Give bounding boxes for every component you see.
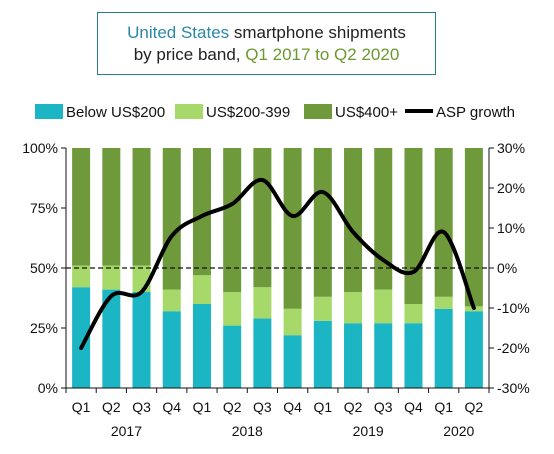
bar-high-11 [404,148,423,304]
bar-high-5 [223,148,242,292]
bar-below200-6 [253,318,272,388]
bar-high-0 [72,148,91,266]
x-quarter-label-0: Q1 [72,399,91,415]
right-tick-label-1: -20% [497,340,530,356]
bar-high-13 [464,148,483,307]
title-line1-rest: smartphone shipments [229,22,406,42]
bar-mid-0 [72,265,91,288]
x-year-label-2: 2019 [353,423,384,439]
legend-label-high: US$400+ [335,104,398,121]
bar-high-8 [313,148,332,297]
bar-below200-12 [434,308,453,388]
bar-below200-7 [283,335,302,388]
x-quarter-label-4: Q1 [193,399,212,415]
x-quarter-label-10: Q3 [374,399,393,415]
title-period: Q1 2017 to Q2 2020 [245,44,400,64]
bar-below200-4 [192,304,211,388]
axes-group: 0% 25% 50% 75% 100% -30% -20% -10% 0% 10% 20% 30% [22,140,530,396]
x-quarter-label-7: Q4 [283,399,302,415]
bar-mid-8 [313,296,332,321]
bar-mid-5 [223,292,242,326]
chart-title-line-1: United States smartphone shipments [127,22,406,44]
right-tick-label-4: 10% [497,220,525,236]
legend-swatch-below200 [35,104,63,119]
x-axis-labels: Q1 Q2 Q3 Q4 Q1 Q2 Q3 Q4 Q1 Q2 Q3 Q4 Q1 Q2 2017 2018 2019… [72,399,484,439]
bar-high-3 [162,148,181,290]
right-tick-label-2: -10% [497,300,530,316]
bar-mid-6 [253,287,272,319]
right-tick-label-3: 0% [497,260,517,276]
bar-below200-3 [162,311,181,388]
x-year-label-3: 2020 [443,423,474,439]
bar-mid-11 [404,304,423,324]
bar-high-9 [344,148,363,292]
chart-legend: Below US$200 US$200-399 US$400+ ASP grow… [35,104,515,121]
x-quarter-label-2: Q3 [132,399,151,415]
legend-label-asp: ASP growth [436,104,515,121]
bar-below200-5 [223,325,242,388]
x-quarter-label-9: Q2 [344,399,363,415]
x-year-label-0: 2017 [111,423,142,439]
legend-label-mid: US$200-399 [206,104,290,121]
bar-series-group [72,148,483,388]
x-quarter-label-5: Q2 [223,399,242,415]
bar-mid-10 [374,289,393,324]
x-quarter-label-11: Q4 [404,399,423,415]
bar-below200-9 [344,323,363,388]
bar-high-12 [434,148,453,297]
x-quarter-label-1: Q2 [102,399,121,415]
bar-mid-4 [192,275,211,304]
x-quarter-label-3: Q4 [162,399,181,415]
right-tick-label-5: 20% [497,180,525,196]
legend-swatch-mid [175,104,203,119]
bar-below200-0 [72,287,91,388]
bar-high-1 [102,148,121,266]
bar-high-6 [253,148,272,288]
left-tick-label-1: 25% [30,320,58,336]
bar-high-7 [283,148,302,309]
bar-below200-8 [313,320,332,388]
left-tick-label-0: 0% [38,380,58,396]
bar-below200-11 [404,323,423,388]
legend-label-below200: Below US$200 [66,104,165,121]
asp-line-group [79,177,476,350]
left-tick-label-4: 100% [22,140,58,156]
bar-below200-10 [374,323,393,388]
bar-mid-1 [102,265,121,290]
x-quarter-label-6: Q3 [253,399,272,415]
bar-mid-3 [162,289,181,312]
x-quarter-label-13: Q2 [465,399,484,415]
title-line2-prefix: by price band, [133,44,246,64]
right-tick-label-0: -30% [497,380,530,396]
left-tick-label-3: 75% [30,200,58,216]
title-country: United States [127,22,230,42]
legend-swatch-high [304,104,332,119]
x-quarter-label-12: Q1 [434,399,453,415]
chart-title-line-2: by price band, Q1 2017 to Q2 2020 [134,44,400,66]
bar-mid-12 [434,296,453,309]
bar-below200-2 [132,292,151,388]
bar-mid-7 [283,308,302,336]
right-tick-label-6: 30% [497,140,525,156]
chart-title-box: United States smartphone shipments by pr… [97,12,436,75]
x-quarter-label-8: Q1 [313,399,332,415]
bar-high-10 [374,148,393,290]
bar-mid-9 [344,292,363,324]
bar-high-4 [192,148,211,276]
x-year-label-1: 2018 [232,423,263,439]
bar-high-2 [132,148,151,266]
bar-below200-13 [464,311,483,388]
bar-below200-1 [102,289,121,388]
left-tick-label-2: 50% [30,260,58,276]
